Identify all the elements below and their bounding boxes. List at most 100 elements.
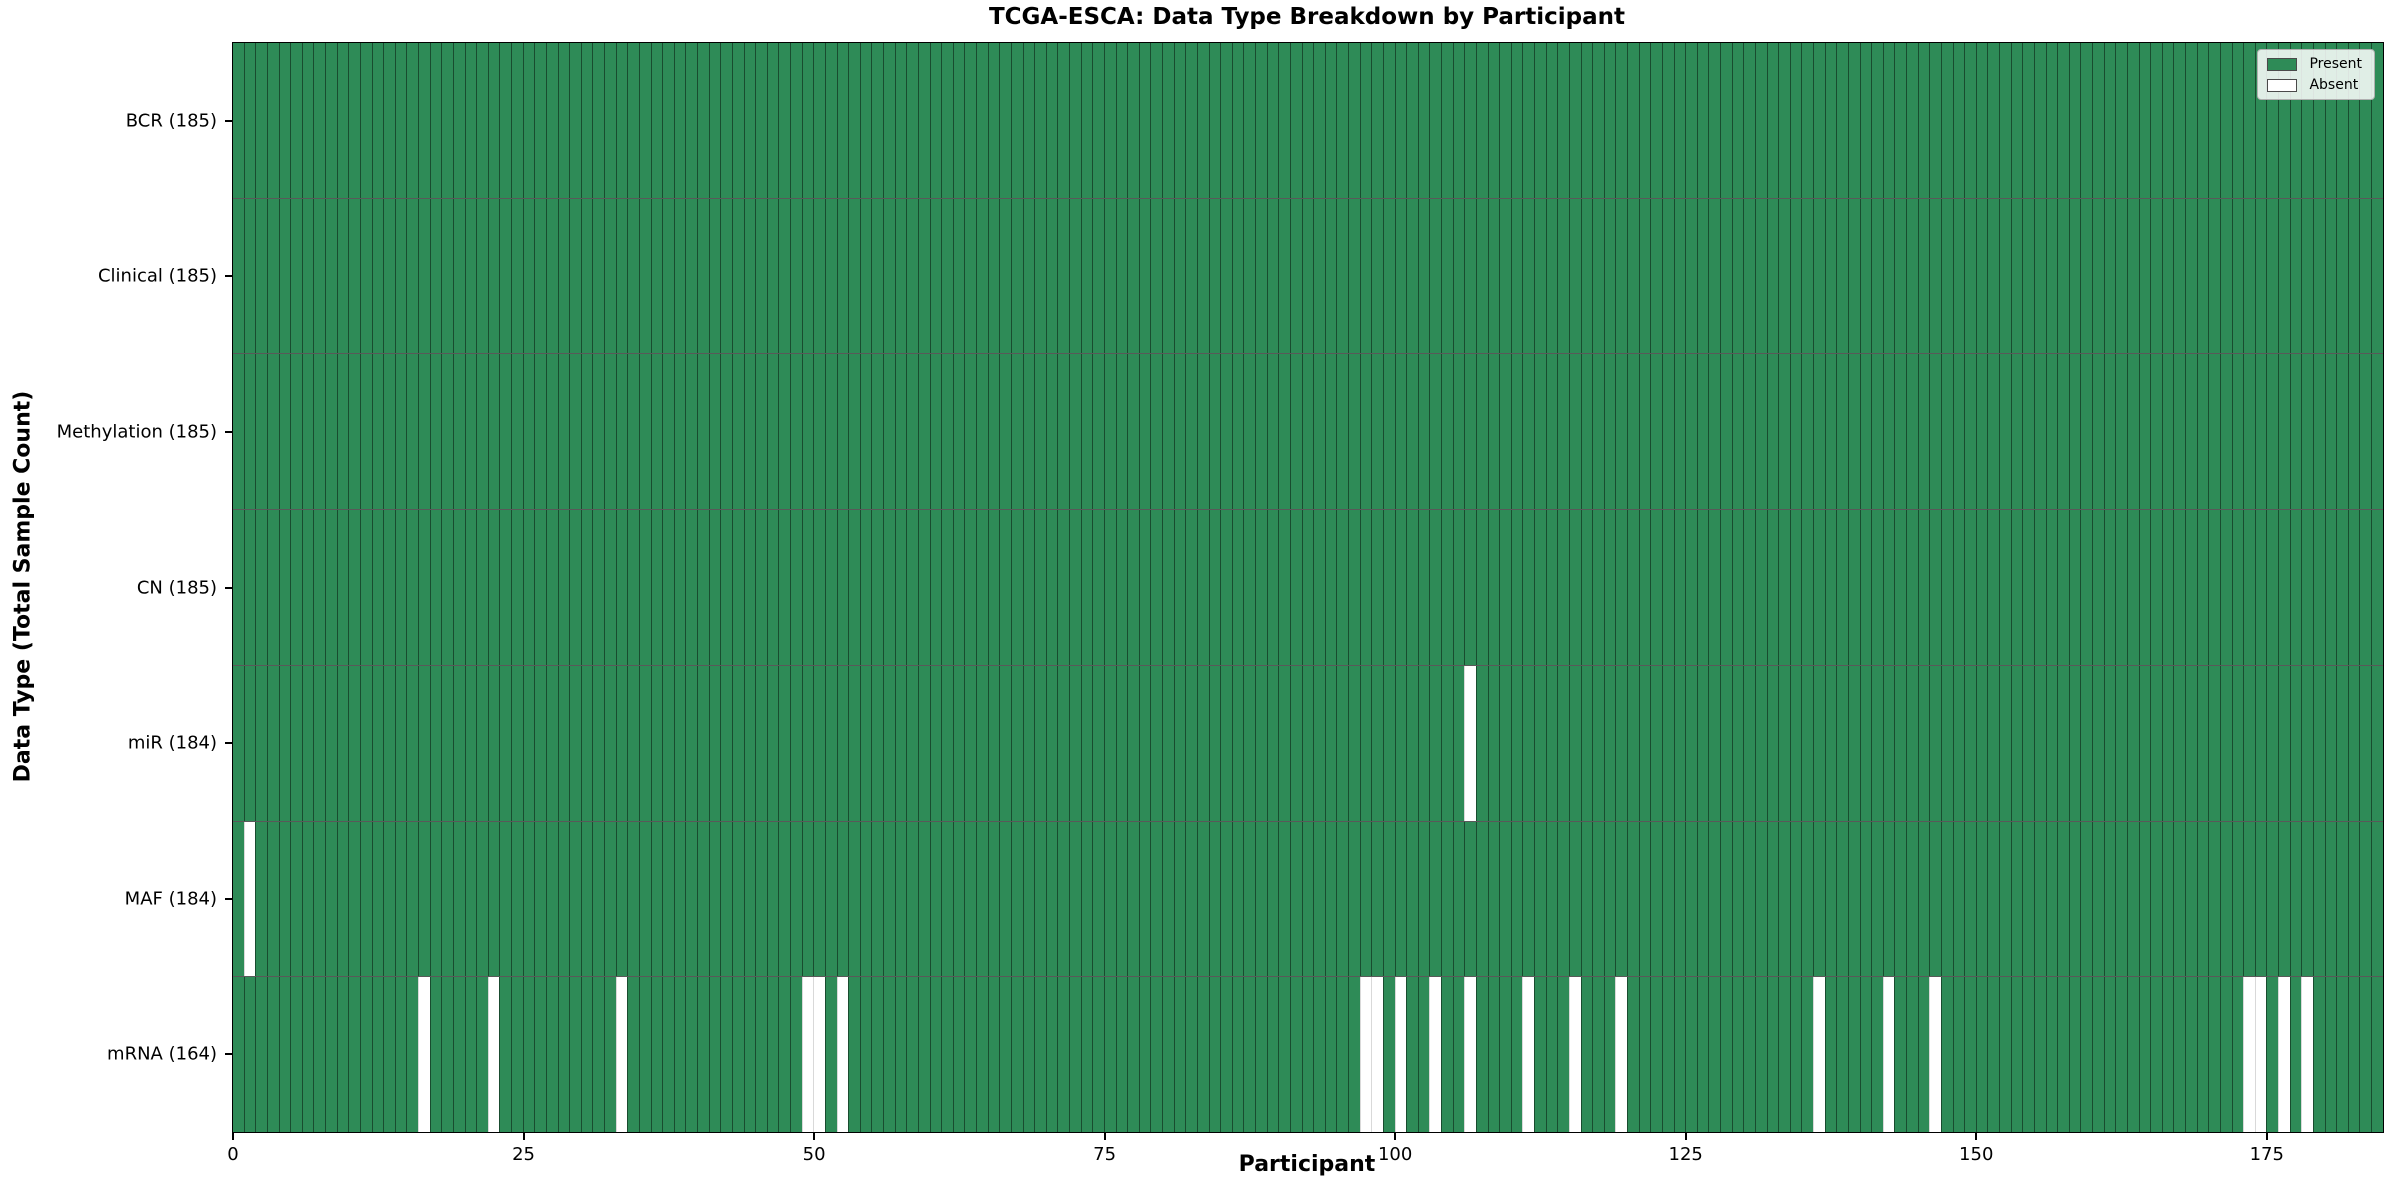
matrix-cell <box>2080 510 2092 665</box>
matrix-cell <box>2185 43 2197 198</box>
matrix-cell <box>371 821 384 977</box>
plot-wrap: Present Absent BCR (185) Clinical (185) Me… <box>57 42 2384 1165</box>
matrix-cell <box>406 198 418 354</box>
matrix-cell <box>871 977 883 1133</box>
matrix-cell <box>2033 977 2046 1133</box>
matrix-cell <box>638 43 651 198</box>
matrix-cell <box>604 510 616 665</box>
matrix-cell <box>522 665 535 821</box>
matrix-cell <box>313 198 325 354</box>
legend-swatch-present <box>2267 57 2298 71</box>
matrix-cell <box>1138 665 1151 821</box>
matrix-cell <box>1999 977 2011 1133</box>
matrix-cell <box>1441 665 1453 821</box>
matrix-cell <box>1255 977 1267 1133</box>
matrix-cell <box>824 510 837 665</box>
matrix-cell <box>1754 43 1767 198</box>
matrix-cell <box>2324 665 2337 821</box>
matrix-cell <box>476 510 488 665</box>
matrix-cell <box>2080 354 2092 510</box>
matrix-cell <box>1859 821 1872 977</box>
matrix-cell <box>1813 198 1825 354</box>
matrix-cell <box>1952 821 1965 977</box>
matrix-cell <box>1301 665 1314 821</box>
matrix-cell <box>1057 43 1069 198</box>
matrix-cell <box>557 977 570 1133</box>
matrix-cell <box>2068 354 2081 510</box>
matrix-cell <box>313 510 325 665</box>
matrix-cell <box>1394 354 1407 510</box>
matrix-cell <box>348 821 360 977</box>
matrix-cell <box>464 198 477 354</box>
matrix-cell <box>929 354 942 510</box>
matrix-cell <box>790 43 802 198</box>
matrix-cell <box>1045 510 1058 665</box>
matrix-row-Clinical <box>233 198 2383 355</box>
matrix-cell <box>371 665 384 821</box>
matrix-cell <box>1778 510 1790 665</box>
matrix-cell <box>1150 510 1162 665</box>
matrix-cell <box>266 198 279 354</box>
matrix-cell <box>325 977 337 1133</box>
matrix-cell <box>1638 510 1651 665</box>
matrix-cell <box>1429 977 1441 1133</box>
matrix-cell <box>580 354 593 510</box>
matrix-cell <box>1568 198 1581 354</box>
matrix-cell <box>2359 665 2371 821</box>
matrix-cell <box>278 510 291 665</box>
matrix-cell <box>1394 821 1407 977</box>
matrix-cell <box>662 198 674 354</box>
matrix-cell <box>1847 977 1860 1133</box>
matrix-cell <box>1766 665 1779 821</box>
matrix-cell <box>1789 665 1802 821</box>
matrix-cell <box>720 821 732 977</box>
matrix-cell <box>2254 510 2267 665</box>
matrix-cell <box>1557 510 1569 665</box>
matrix-cell <box>1324 198 1337 354</box>
matrix-cell <box>1847 665 1860 821</box>
matrix-cell <box>511 198 523 354</box>
matrix-cell <box>534 354 546 510</box>
matrix-cell <box>348 665 360 821</box>
matrix-cell <box>359 198 372 354</box>
matrix-cell <box>2161 354 2174 510</box>
matrix-cell <box>2289 510 2302 665</box>
matrix-cell <box>2312 665 2325 821</box>
matrix-cell <box>1545 977 1558 1133</box>
matrix-cell <box>1592 977 1604 1133</box>
matrix-cell <box>2219 43 2232 198</box>
matrix-cell <box>2173 198 2185 354</box>
matrix-cell <box>1301 821 1314 977</box>
matrix-cell <box>1696 821 1709 977</box>
matrix-cell <box>406 354 418 510</box>
matrix-cell <box>941 354 953 510</box>
matrix-cell <box>2219 354 2232 510</box>
matrix-cell <box>941 510 953 665</box>
matrix-cell <box>2278 354 2290 510</box>
matrix-cell <box>1336 510 1348 665</box>
matrix-cell <box>1475 510 1488 665</box>
matrix-cell <box>243 354 256 510</box>
matrix-cell <box>1952 665 1965 821</box>
matrix-cell <box>1266 510 1279 665</box>
matrix-cell <box>476 665 488 821</box>
matrix-cell <box>2080 665 2092 821</box>
matrix-cell <box>1859 43 1872 198</box>
matrix-cell <box>766 198 779 354</box>
matrix-cell <box>2068 510 2081 665</box>
y-tick-mark <box>225 119 233 122</box>
matrix-cell <box>1150 43 1162 198</box>
matrix-cell <box>1836 821 1848 977</box>
matrix-cell <box>1313 821 1325 977</box>
matrix-cell <box>1022 821 1035 977</box>
matrix-cell <box>266 510 279 665</box>
matrix-cell <box>813 198 825 354</box>
matrix-cell <box>1010 977 1023 1133</box>
matrix-cell <box>743 665 756 821</box>
matrix-cell <box>383 977 395 1133</box>
matrix-cell <box>1173 198 1186 354</box>
matrix-cell <box>964 510 976 665</box>
matrix-cell <box>1917 821 1930 977</box>
matrix-cell <box>1731 821 1744 977</box>
